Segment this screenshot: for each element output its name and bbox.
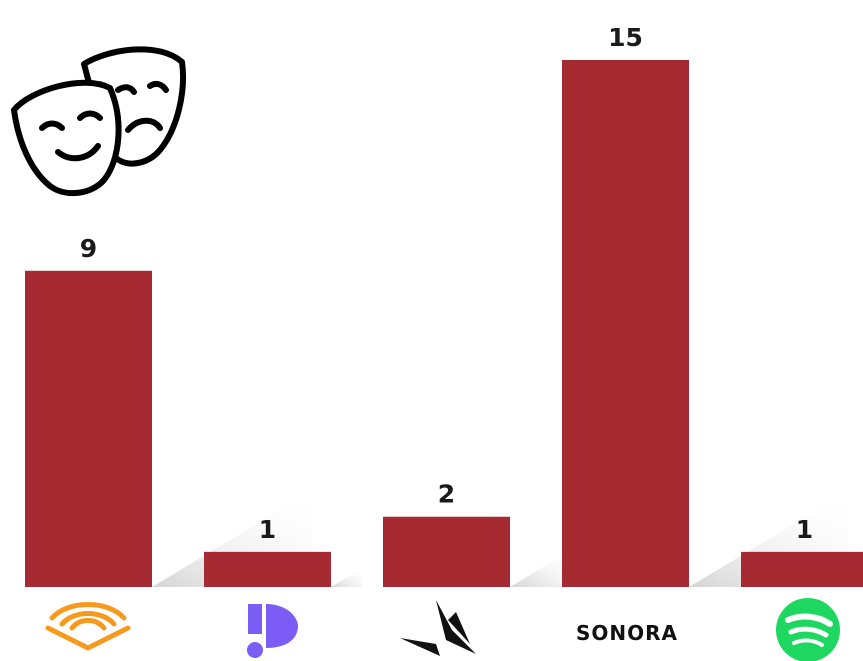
bar-shadow — [510, 549, 574, 587]
bar-sonora — [562, 60, 689, 587]
bar-audible — [25, 270, 152, 587]
value-label-podimo: 1 — [259, 515, 276, 544]
value-label-storytel: 2 — [438, 480, 455, 509]
bar-storytel — [383, 516, 510, 587]
bar-shadow — [331, 568, 363, 587]
value-label-audible: 9 — [80, 234, 97, 263]
sonora-logo-text: SONORA — [576, 621, 678, 645]
podimo-logo-icon — [247, 604, 298, 658]
value-label-sonora: 15 — [608, 23, 643, 52]
bar-podimo — [204, 551, 331, 587]
value-label-spotify: 1 — [796, 515, 813, 544]
bars — [25, 60, 863, 587]
audible-logo-icon — [45, 602, 131, 651]
bar-spotify — [741, 551, 863, 587]
storytel-logo-icon — [400, 600, 476, 656]
theater-masks-icon — [11, 46, 186, 197]
spotify-logo-icon — [776, 598, 840, 661]
